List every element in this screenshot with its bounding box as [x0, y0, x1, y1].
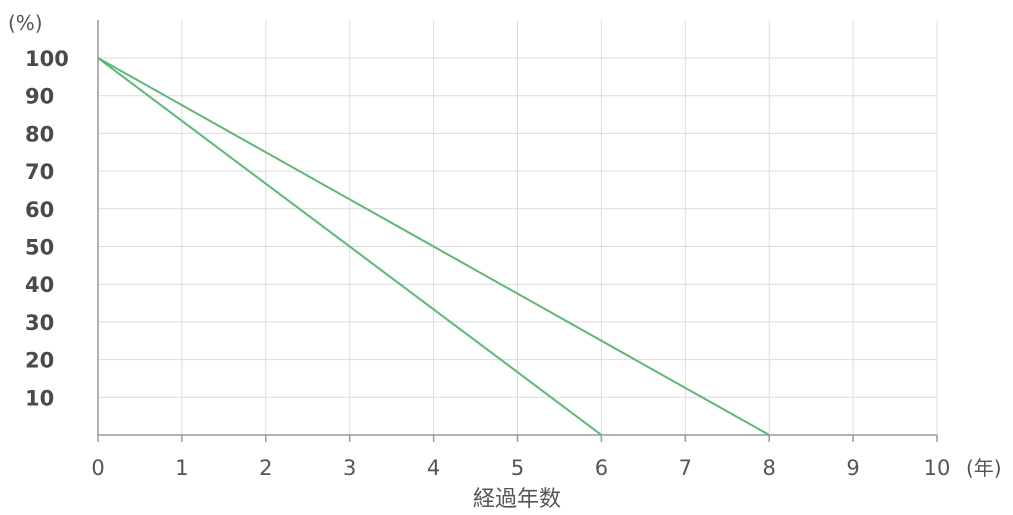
x-tick-labels: 0 1 2 3 4 5 6 7 8 9 10 — [91, 456, 950, 480]
y-tick-label-90: 90 — [25, 85, 54, 109]
y-tick-label-70: 70 — [25, 160, 54, 184]
x-tick-label-1: 1 — [175, 456, 188, 480]
x-tick-label-8: 8 — [763, 456, 776, 480]
y-tick-label-30: 30 — [25, 311, 54, 335]
y-unit-label: (%) — [8, 11, 43, 35]
x-tick-label-7: 7 — [679, 456, 692, 480]
y-tick-label-100: 100 — [25, 47, 69, 71]
y-tick-labels: 10 20 30 40 50 60 70 80 90 100 — [25, 47, 69, 410]
x-tick-label-6: 6 — [595, 456, 608, 480]
axes — [97, 20, 938, 442]
y-tick-label-50: 50 — [25, 236, 54, 260]
y-tick-label-60: 60 — [25, 198, 54, 222]
y-tick-label-10: 10 — [25, 386, 54, 410]
y-tick-label-20: 20 — [25, 349, 54, 373]
x-tick-label-10: 10 — [924, 456, 951, 480]
y-tick-label-40: 40 — [25, 273, 54, 297]
x-tick-label-0: 0 — [91, 456, 104, 480]
x-tick-label-5: 5 — [511, 456, 524, 480]
x-tick-label-4: 4 — [427, 456, 440, 480]
series-lines — [97, 57, 770, 436]
x-tick-label-2: 2 — [259, 456, 272, 480]
y-tick-label-80: 80 — [25, 122, 54, 146]
x-axis-label: 経過年数 — [473, 487, 561, 512]
series-line-2 — [97, 57, 770, 436]
x-tick-label-9: 9 — [846, 456, 859, 480]
x-unit-label: (年) — [966, 456, 1002, 480]
x-tick-label-3: 3 — [343, 456, 356, 480]
series-line-1 — [97, 57, 602, 436]
grid — [98, 20, 938, 435]
